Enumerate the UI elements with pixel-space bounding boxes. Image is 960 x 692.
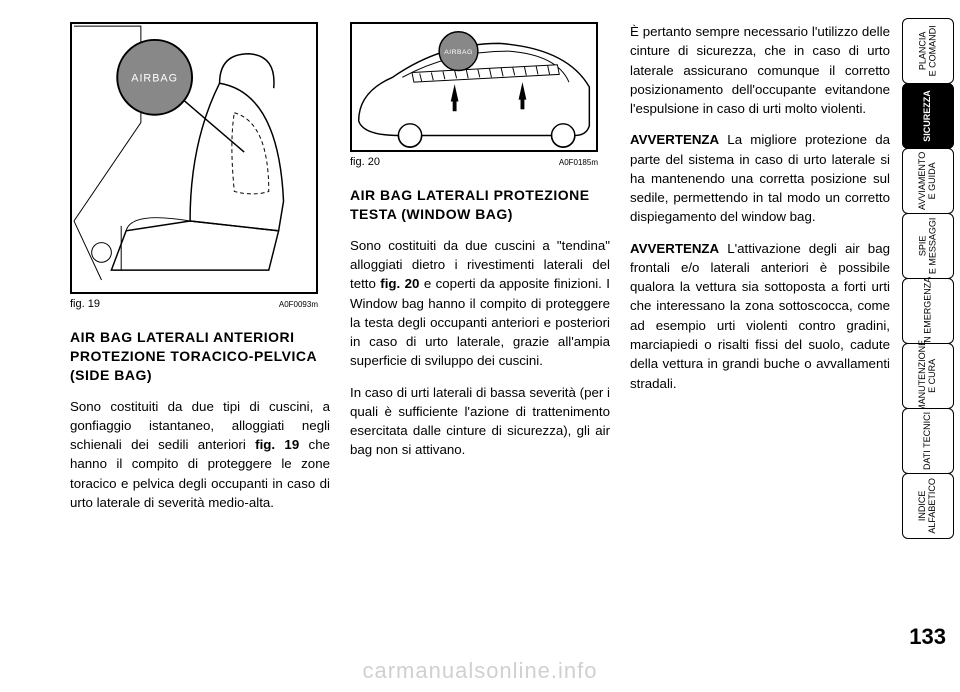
warning-label: AVVERTENZA — [630, 132, 719, 147]
window-bag-paragraph-2: In caso di urti laterali di bassa severi… — [350, 383, 610, 460]
tab-dati-tecnici[interactable]: DATI TECNICI — [902, 408, 954, 474]
window-bag-paragraph-1: Sono costituiti da due cuscini a "tendin… — [350, 236, 610, 371]
figure-19-caption: fig. 19 — [70, 298, 100, 310]
figure-20-svg: AIRBAG — [352, 24, 596, 150]
tab-emergenza[interactable]: IN EMERGENZA — [902, 278, 954, 344]
airbag-badge-text: AIRBAG — [131, 72, 178, 84]
warning-label: AVVERTENZA — [630, 241, 719, 256]
tab-plancia[interactable]: PLANCIAE COMANDI — [902, 18, 954, 84]
figure-19: AIRBAG — [70, 22, 318, 294]
tab-indice[interactable]: INDICEALFABETICO — [902, 473, 954, 539]
column-1: AIRBAG fig. 19 A0F0093m AIR BAG LATERALI… — [70, 22, 330, 692]
figure-19-svg: AIRBAG — [72, 24, 316, 292]
tab-avviamento[interactable]: AVVIAMENTOE GUIDA — [902, 148, 954, 214]
figure-20-code: A0F0185m — [559, 158, 598, 167]
column-3: È pertanto sempre necessario l'utilizzo … — [630, 22, 890, 692]
tab-manutenzione[interactable]: MANUTENZIONEE CURA — [902, 343, 954, 409]
figure-20: AIRBAG — [350, 22, 598, 152]
watermark: carmanualsonline.info — [0, 658, 960, 684]
tab-spie[interactable]: SPIEE MESSAGGI — [902, 213, 954, 279]
airbag-badge-text-2: AIRBAG — [444, 49, 472, 56]
side-bag-heading: AIR BAG LATERALI ANTERIORI PROTEZIONE TO… — [70, 328, 330, 385]
column-2: AIRBAG fig. 20 A0F0185m AIR BAG LATERALI… — [350, 22, 610, 692]
side-bag-paragraph: Sono costituiti da due tipi di cuscini, … — [70, 397, 330, 513]
side-tabs: PLANCIAE COMANDI SICUREZZA AVVIAMENTOE G… — [902, 0, 960, 692]
figure-20-caption: fig. 20 — [350, 156, 380, 168]
window-bag-heading: AIR BAG LATERALI PROTEZIONE TESTA (WINDO… — [350, 186, 610, 224]
tab-sicurezza[interactable]: SICUREZZA — [902, 83, 954, 149]
col3-warning-2: AVVERTENZA L'attivazione degli air bag f… — [630, 239, 890, 393]
figure-19-caption-row: fig. 19 A0F0093m — [70, 298, 318, 310]
content-area: AIRBAG fig. 19 A0F0093m AIR BAG LATERALI… — [0, 0, 902, 692]
figure-20-caption-row: fig. 20 A0F0185m — [350, 156, 598, 168]
page-number: 133 — [909, 624, 946, 650]
manual-page: AIRBAG fig. 19 A0F0093m AIR BAG LATERALI… — [0, 0, 960, 692]
col3-paragraph-1: È pertanto sempre necessario l'utilizzo … — [630, 22, 890, 118]
col3-warning-1: AVVERTENZA La migliore protezione da par… — [630, 130, 890, 226]
figure-19-code: A0F0093m — [279, 300, 318, 309]
